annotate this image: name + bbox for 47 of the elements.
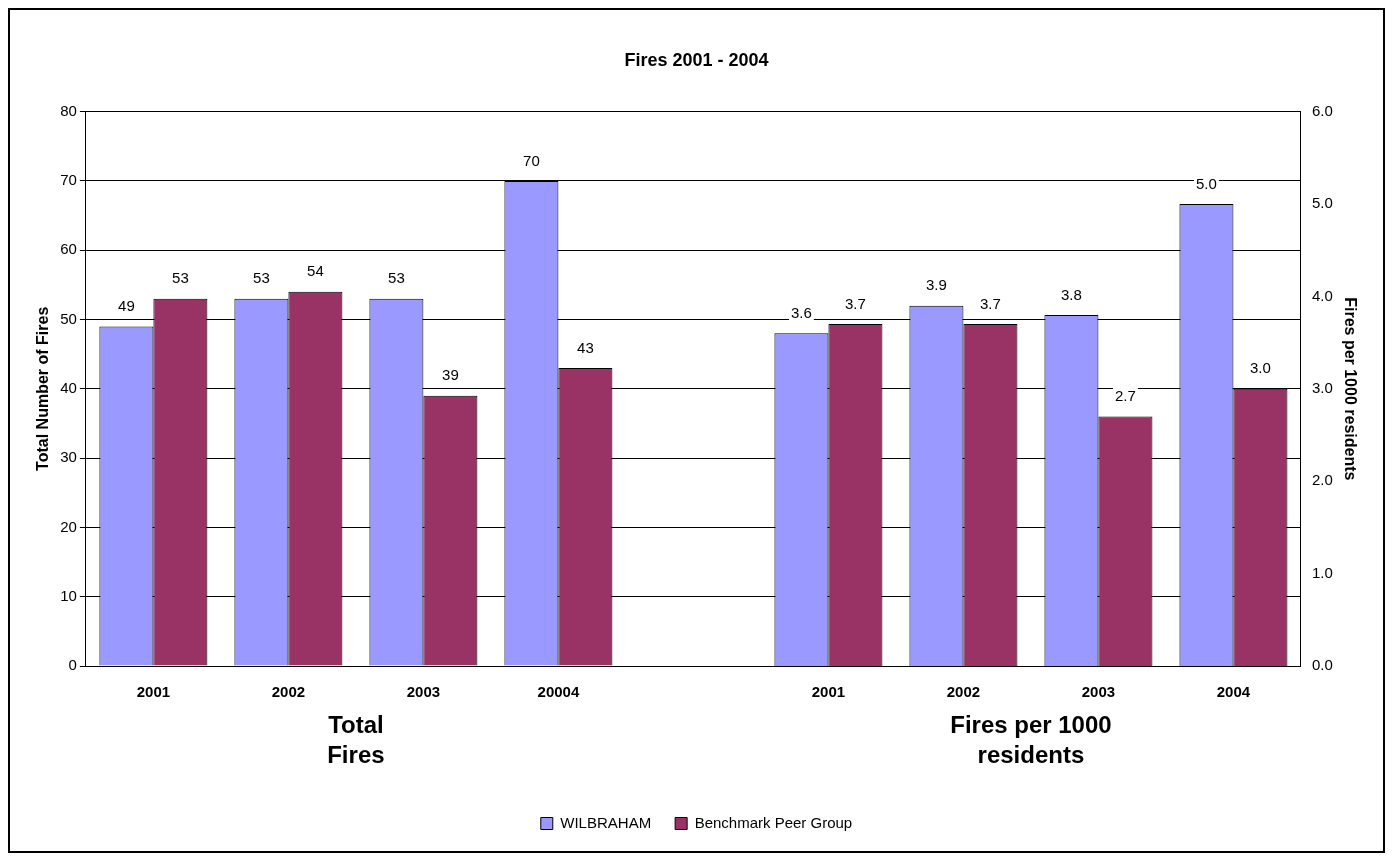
data-label: 3.0 (1250, 359, 1271, 377)
text: Total Fires (327, 710, 385, 768)
x-tick-label: 20004 (537, 683, 580, 701)
data-label: 49 (118, 297, 135, 315)
y2-tick-label: 5.0 (1311, 194, 1333, 212)
data-label: 53 (172, 269, 189, 287)
data-label: 3.7 (980, 294, 1001, 312)
data-label: 3.7 (844, 294, 866, 312)
data-label: 70 (523, 151, 540, 169)
y-tick-label: 50 (60, 309, 77, 327)
y2-tick-label: 2.0 (1311, 471, 1333, 489)
x-tick-label: 2002 (946, 683, 981, 701)
data-label: 3.6 (790, 304, 812, 321)
x-tick-label: 2003 (406, 683, 441, 701)
data-label: 3.9 (926, 276, 947, 294)
y2-tick-label: 1.0 (1311, 563, 1333, 581)
text: Fires per 1000 residents (950, 710, 1112, 768)
legend-label: WILBRAHAM (560, 813, 652, 831)
data-label: 5.0 (1196, 174, 1217, 192)
y2-tick-label: 3.0 (1311, 378, 1333, 396)
y-tick-label: 60 (60, 240, 77, 258)
y2-tick-label: 6.0 (1311, 101, 1333, 119)
y-tick-label: 80 (60, 101, 77, 119)
x-tick-label: 2001 (136, 683, 171, 701)
x-tick-label: 2002 (271, 683, 306, 701)
y-tick-label: 10 (60, 586, 77, 604)
legend-label: Benchmark Peer Group (694, 813, 853, 831)
y-axis-title: Total Number of Fires (34, 306, 52, 471)
y2-axis-title: Fires per 1000 residents (1341, 297, 1359, 481)
data-label: 53 (388, 269, 405, 287)
x-tick-label: 2001 (811, 683, 846, 701)
y2-tick-label: 4.0 (1311, 286, 1333, 304)
chart-title: Fires 2001 - 2004 (624, 49, 769, 70)
y-tick-label: 0 (68, 656, 77, 674)
data-label: 39 (442, 366, 459, 384)
data-label: 54 (307, 262, 324, 280)
y-tick-label: 40 (60, 378, 77, 396)
data-label: 3.8 (1061, 285, 1082, 303)
y-tick-label: 70 (60, 171, 77, 189)
data-label: 43 (577, 338, 594, 356)
data-label: 2.7 (1115, 387, 1136, 405)
y-tick-label: 30 (60, 448, 77, 466)
data-label: 53 (253, 269, 270, 287)
y2-tick-label: 0.0 (1311, 656, 1333, 674)
x-tick-label: 2003 (1081, 683, 1116, 701)
x-tick-label: 2004 (1216, 683, 1251, 701)
y-tick-label: 20 (60, 517, 77, 535)
